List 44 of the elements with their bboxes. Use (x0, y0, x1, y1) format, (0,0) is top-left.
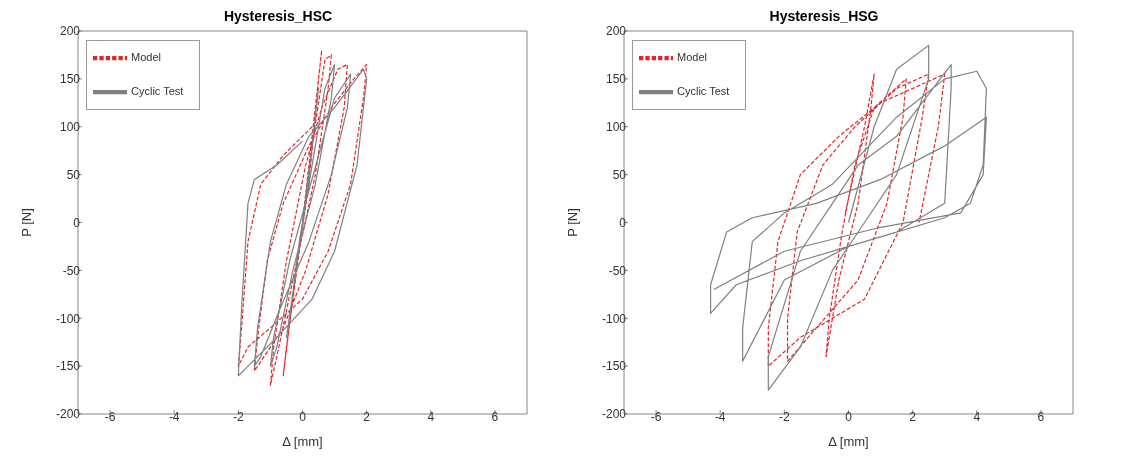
x-tick-label: -4 (714, 409, 726, 424)
y-tick-label: 50 (66, 167, 81, 182)
y-tick-label: -50 (608, 263, 627, 278)
legend-label: Cyclic Test (677, 84, 730, 97)
y-axis-title: P [N] (18, 208, 34, 237)
y-tick-label: 50 (612, 167, 627, 182)
y-tick-label: -150 (601, 359, 627, 374)
y-tick-label: 100 (59, 120, 81, 135)
y-tick-label: 200 (605, 24, 627, 39)
y-tick-label: 0 (73, 215, 81, 230)
x-tick-label: 6 (1037, 409, 1045, 424)
legend-label: Cyclic Test (131, 84, 184, 97)
x-tick-label: 2 (363, 409, 371, 424)
x-tick-label: 2 (909, 409, 917, 424)
x-tick-label: -2 (233, 409, 245, 424)
y-tick-label: -50 (62, 263, 81, 278)
x-axis-title: Δ [mm] (828, 434, 869, 449)
x-tick-label: -2 (779, 409, 791, 424)
x-tick-label: 6 (491, 409, 499, 424)
y-axis-title: P [N] (564, 208, 580, 237)
chart-title: Hysteresis_HSC (222, 8, 334, 26)
x-tick-label: -6 (650, 409, 662, 424)
y-tick-label: 200 (59, 24, 81, 39)
chart-title: Hysteresis_HSG (768, 8, 880, 26)
y-tick-label: -100 (55, 311, 81, 326)
legend-label: Model (131, 50, 161, 63)
line-series (767, 73, 946, 367)
y-tick-label: 150 (59, 72, 81, 87)
y-tick-label: -200 (601, 407, 627, 422)
y-tick-label: 100 (605, 120, 627, 135)
line-series (709, 44, 988, 391)
x-tick-label: 4 (427, 409, 435, 424)
y-tick-label: 0 (619, 215, 627, 230)
y-tick-label: -150 (55, 359, 81, 374)
y-tick-label: -100 (601, 311, 627, 326)
x-tick-label: 4 (973, 409, 981, 424)
legend-label: Model (677, 50, 707, 63)
x-tick-label: -6 (104, 409, 116, 424)
x-tick-label: 0 (299, 409, 307, 424)
y-tick-label: -200 (55, 407, 81, 422)
x-tick-label: 0 (845, 409, 853, 424)
y-tick-label: 150 (605, 72, 627, 87)
x-tick-label: -4 (168, 409, 180, 424)
x-axis-title: Δ [mm] (282, 434, 323, 449)
